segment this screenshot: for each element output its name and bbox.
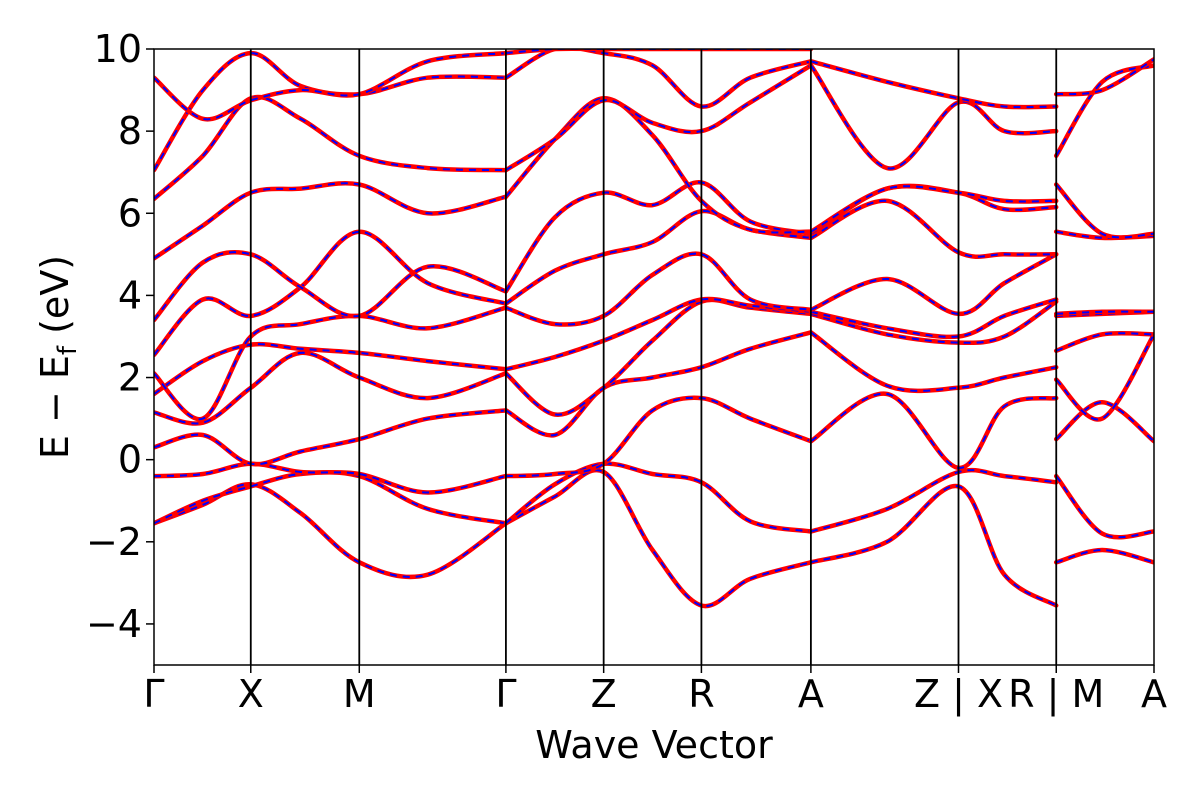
x-tick-label: A bbox=[798, 672, 824, 716]
band-8-segment-1-dashed bbox=[505, 181, 812, 292]
band-2-segment-3-dashed bbox=[1055, 401, 1154, 442]
band-lines bbox=[154, 49, 1154, 609]
x-axis-label: Wave Vector bbox=[535, 723, 773, 767]
band-0-segment-3-solid bbox=[1053, 547, 1154, 565]
band-11-segment-1-solid bbox=[503, 49, 814, 109]
band-7-segment-0-dashed bbox=[154, 230, 507, 356]
band-9-segment-1-solid bbox=[503, 96, 814, 235]
x-tick-label: Z | X bbox=[914, 672, 1003, 717]
band-1-segment-2-dashed bbox=[810, 469, 1057, 533]
band-3-segment-1-dashed bbox=[505, 331, 812, 437]
band-3-segment-2-dashed bbox=[810, 331, 1057, 392]
y-axis-ticks: −4 −2 0 2 4 6 8 10 bbox=[86, 27, 154, 646]
band-0-segment-2-dashed bbox=[810, 485, 1057, 607]
band-0-segment-1-solid bbox=[503, 467, 814, 609]
band-11-segment-2-solid bbox=[808, 59, 1059, 110]
band-5-segment-0-dashed bbox=[154, 343, 506, 395]
x-tick-label: Z bbox=[591, 672, 617, 716]
x-tick-label: Γ bbox=[495, 672, 516, 716]
band-1-segment-3-dashed bbox=[1055, 475, 1154, 539]
band-2-segment-1-dashed bbox=[505, 396, 812, 478]
band-7-segment-0-solid bbox=[154, 229, 509, 358]
x-tick-label: A bbox=[1141, 672, 1167, 716]
band-10-segment-0-dashed bbox=[154, 96, 506, 200]
plot-frame bbox=[153, 48, 1155, 666]
band-6-segment-2-dashed bbox=[810, 253, 1057, 315]
band-11-segment-3-dashed bbox=[1056, 58, 1154, 96]
band-12-segment-0-dashed bbox=[154, 52, 507, 121]
x-tick-label: Γ bbox=[143, 672, 164, 716]
band-9-segment-1-dashed bbox=[505, 97, 811, 234]
band-6-segment-1-solid bbox=[503, 251, 814, 327]
band-10-segment-1-solid bbox=[503, 63, 814, 173]
band-10-segment-3-dashed bbox=[1055, 64, 1154, 157]
band-9-segment-2-dashed bbox=[810, 185, 1057, 233]
band-10-segment-2-dashed bbox=[810, 64, 1057, 170]
band-2-segment-2-dashed bbox=[810, 392, 1057, 469]
band-3-segment-0-dashed bbox=[154, 409, 507, 466]
y-tick-label: −4 bbox=[86, 602, 142, 646]
band-11-segment-0-dashed bbox=[154, 52, 506, 171]
band-2-segment-0-dashed bbox=[154, 462, 507, 494]
band-8-segment-3-solid bbox=[1053, 182, 1154, 240]
band-7-segment-1-dashed bbox=[505, 210, 812, 305]
band-6-segment-3-solid bbox=[1053, 309, 1154, 317]
y-tick-label: −2 bbox=[86, 520, 142, 564]
band-11-segment-2-dashed bbox=[810, 60, 1057, 109]
y-axis-label-subscript: f bbox=[53, 345, 83, 355]
band-10-segment-1-dashed bbox=[505, 64, 812, 171]
kpoint-divider-lines bbox=[249, 49, 1058, 665]
band-4-segment-0-dashed bbox=[154, 351, 507, 425]
band-4-segment-2-dashed bbox=[810, 300, 1057, 344]
band-10-segment-2-solid bbox=[808, 63, 1059, 171]
band-0-segment-1-dashed bbox=[505, 469, 812, 608]
band-8-segment-0-solid bbox=[154, 249, 509, 323]
band-4-segment-3-solid bbox=[1053, 330, 1154, 354]
band-9-segment-0-dashed bbox=[154, 182, 507, 260]
band-6-segment-1-dashed bbox=[505, 252, 812, 326]
band-5-segment-0-solid bbox=[154, 341, 509, 397]
band-1-segment-1-dashed bbox=[505, 462, 812, 533]
y-axis-label: E − Ef (eV) bbox=[33, 255, 83, 459]
band-2-segment-0-solid bbox=[154, 461, 509, 495]
y-axis-label-main: E − E bbox=[33, 355, 77, 459]
x-tick-label: X bbox=[238, 672, 264, 716]
band-0-segment-0-dashed bbox=[154, 483, 507, 578]
y-tick-label: 0 bbox=[118, 438, 142, 482]
band-2-segment-3-solid bbox=[1053, 399, 1154, 444]
band-3-segment-1-solid bbox=[503, 330, 814, 438]
y-tick-label: 4 bbox=[118, 273, 142, 317]
band-1-segment-0-dashed bbox=[154, 471, 507, 525]
band-8-segment-0-dashed bbox=[154, 251, 507, 321]
band-8-segment-3-dashed bbox=[1055, 183, 1154, 239]
band-6-segment-2-solid bbox=[808, 252, 1059, 317]
band-6-segment-0-dashed bbox=[154, 306, 507, 420]
x-tick-label: R bbox=[688, 672, 714, 716]
y-tick-label: 10 bbox=[94, 27, 142, 71]
x-tick-label: M bbox=[343, 672, 376, 716]
band-3-segment-3-dashed bbox=[1055, 333, 1154, 421]
band-9-segment-0-solid bbox=[154, 180, 509, 261]
band-11-segment-1-dashed bbox=[505, 49, 812, 108]
band-1-segment-3-solid bbox=[1053, 473, 1154, 540]
y-tick-label: 6 bbox=[118, 191, 142, 235]
y-tick-label: 8 bbox=[118, 109, 142, 153]
band-2-segment-2-solid bbox=[808, 391, 1059, 471]
x-tick-label: R | M bbox=[1008, 672, 1104, 717]
band-5-segment-1-solid bbox=[503, 296, 814, 372]
y-axis-label-unit: (eV) bbox=[33, 255, 77, 346]
y-tick-label: 2 bbox=[118, 356, 142, 400]
band-7-segment-2-dashed bbox=[810, 199, 1057, 258]
